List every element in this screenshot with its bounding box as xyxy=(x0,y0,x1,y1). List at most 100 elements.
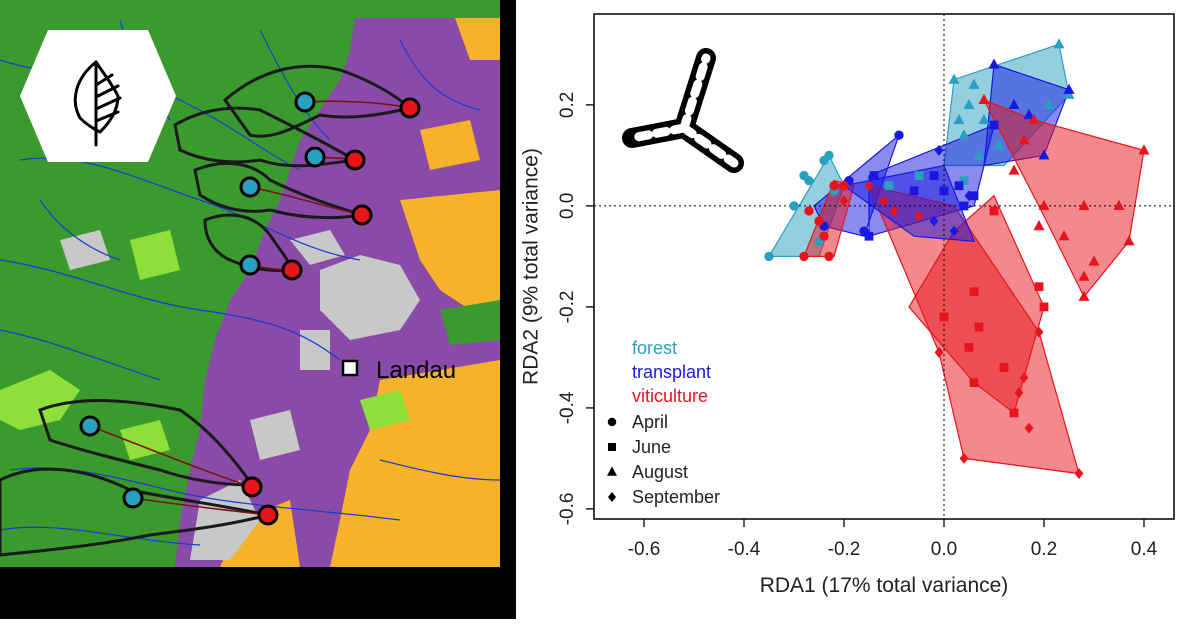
urban-area xyxy=(190,480,260,560)
viticulture-point xyxy=(1078,199,1090,211)
forest-site-marker xyxy=(79,415,101,437)
forest-point xyxy=(993,139,1005,150)
city-marker xyxy=(341,359,359,377)
transplant-point xyxy=(934,144,944,156)
x-tick-label: 0.0 xyxy=(931,539,957,560)
viticulture-point xyxy=(1123,235,1135,246)
urban-area xyxy=(300,330,330,370)
legend-treatment-label: viticulture xyxy=(632,386,708,406)
forest-point xyxy=(963,98,975,110)
transplant-point xyxy=(909,186,919,196)
y-tick-label: -0.4 xyxy=(557,391,578,424)
viticulture-point xyxy=(1019,372,1029,384)
agriculture-area xyxy=(455,18,500,60)
forest-point xyxy=(789,201,799,211)
viticulture-point xyxy=(969,287,979,297)
viticulture-point xyxy=(939,312,949,322)
transplant-point xyxy=(988,58,1000,69)
boomerang-icon xyxy=(622,48,744,173)
transplant-hull xyxy=(842,164,975,242)
legend-month-marker xyxy=(607,466,617,476)
viticulture-point xyxy=(1033,220,1045,231)
viticulture-point xyxy=(799,251,809,262)
y-axis-label: RDA2 (9% total variance) xyxy=(520,148,543,385)
viticulture-point xyxy=(974,322,984,332)
viticulture-point xyxy=(1038,199,1050,211)
viticulture-point xyxy=(964,342,974,352)
viticulture-point xyxy=(1138,144,1150,155)
grassland-area xyxy=(360,390,410,430)
transplant-point xyxy=(949,225,959,237)
legend-month-marker xyxy=(607,417,617,427)
transplant-point xyxy=(959,201,969,211)
viticulture-point xyxy=(978,93,990,104)
viticulture-point xyxy=(824,251,834,262)
plot-frame xyxy=(593,13,1175,520)
map-canvas: Landau xyxy=(0,0,500,567)
city-label: Landau xyxy=(376,357,456,384)
viticulture-site-marker xyxy=(257,504,279,526)
legend: forest transplant viticulture April June Augu… xyxy=(607,338,720,507)
point-layer xyxy=(764,38,1150,480)
transplant-point xyxy=(989,120,999,130)
forest-point xyxy=(819,155,829,166)
transplant-point xyxy=(929,171,939,180)
forest-sites xyxy=(79,91,326,509)
forest-area xyxy=(440,300,500,345)
x-tick-label: 0.2 xyxy=(1031,539,1057,560)
urban-area xyxy=(290,230,345,265)
transplant-point xyxy=(1023,108,1035,120)
forest-point xyxy=(1043,98,1055,110)
viticulture-point xyxy=(879,195,889,207)
legend-month-label: June xyxy=(632,437,671,457)
forest-point xyxy=(973,149,985,160)
transplant-point xyxy=(939,186,949,196)
legend-month-label: August xyxy=(632,462,688,482)
viticulture-point xyxy=(1034,282,1044,292)
viticulture-point xyxy=(999,363,1009,372)
viticulture-point xyxy=(1078,270,1090,281)
transplant-point xyxy=(929,215,939,227)
x-tick-label: -0.6 xyxy=(628,539,661,560)
viticulture-point xyxy=(1058,230,1070,241)
legend-month-marker xyxy=(608,492,616,502)
legend-month-label: September xyxy=(632,487,720,507)
transplant-point xyxy=(1063,83,1075,94)
legend-month-marker xyxy=(608,443,616,451)
agriculture-area xyxy=(400,190,500,310)
forest-site-marker xyxy=(294,91,316,113)
rda-ordination-plot: -0.6 -0.4 -0.2 0.0 0.2 0.4-0.6-0.4-0.20.00.2 … xyxy=(520,13,1175,597)
forest-point xyxy=(914,171,924,180)
viticulture-point xyxy=(1024,422,1034,434)
y-tick-label: 0.0 xyxy=(557,193,578,219)
x-axis-label: RDA1 (17% total variance) xyxy=(760,574,1009,597)
viticulture-point xyxy=(814,216,824,226)
urban-area xyxy=(60,230,110,270)
transplant-point xyxy=(964,190,974,202)
viticulture-site-marker xyxy=(241,476,263,498)
grassland-area xyxy=(130,230,180,280)
grassland-area xyxy=(120,420,170,460)
y-tick-label: 0.2 xyxy=(557,92,578,118)
viticulture-point xyxy=(914,210,924,222)
forest-site-marker xyxy=(304,146,326,168)
x-tick-label: -0.4 xyxy=(728,539,761,560)
viticulture-site-marker xyxy=(399,97,421,119)
map-bottom-border xyxy=(0,567,516,619)
forest-point xyxy=(948,73,960,84)
viticulture-point xyxy=(864,180,874,192)
grassland-area xyxy=(0,370,80,430)
map-right-border xyxy=(500,0,516,619)
viticulture-point xyxy=(1039,302,1049,312)
forest-point xyxy=(953,114,965,125)
viticulture-site-marker xyxy=(351,204,373,226)
forest-point xyxy=(958,129,970,140)
y-tick-label: -0.6 xyxy=(557,493,578,526)
viticulture-point xyxy=(839,195,849,207)
urban-area xyxy=(320,255,420,340)
forest-point xyxy=(968,78,980,89)
y-tick-label: -0.2 xyxy=(557,291,578,324)
transplant-point xyxy=(969,191,979,201)
agriculture-area xyxy=(330,360,500,567)
viticulture-point xyxy=(1078,290,1090,301)
